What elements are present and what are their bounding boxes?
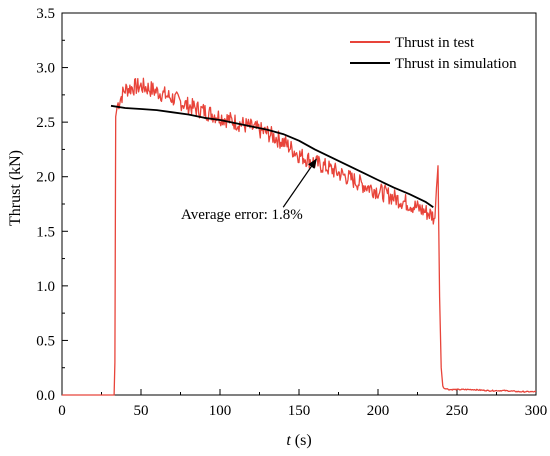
y-tick-label: 0.0 [36, 388, 55, 404]
y-tick-label: 0.5 [36, 333, 55, 349]
y-tick-label: 1.5 [36, 224, 55, 240]
x-tick-label: 300 [525, 403, 548, 419]
x-axis-title: t (s) [286, 432, 311, 449]
y-tick-label: 2.5 [36, 115, 55, 131]
x-tick-label: 0 [58, 403, 66, 419]
y-tick-label: 2.0 [36, 170, 55, 186]
legend: Thrust in test Thrust in simulation [350, 35, 517, 72]
x-tick-label: 50 [134, 403, 149, 419]
y-tick-label: 3.0 [36, 61, 55, 77]
series-line-simulation [110, 104, 434, 209]
x-tick-label: 100 [209, 403, 232, 419]
annotation-layer: Average error: 1.8% [181, 158, 317, 223]
legend-label-simulation: Thrust in simulation [395, 56, 517, 72]
y-tick-label: 3.5 [36, 6, 55, 22]
y-axis-title: Thrust (kN) [7, 150, 24, 226]
axes: 0 50 100 150 200 250 300 0.0 0.5 1.0 1.5 2.0 2.5 3.0 3… [36, 6, 547, 419]
x-tick-label: 200 [367, 403, 390, 419]
series-layer [62, 77, 537, 396]
annotation-text: Average error: 1.8% [181, 207, 303, 223]
x-tick-label: 250 [446, 403, 469, 419]
x-tick-label: 150 [288, 403, 311, 419]
y-tick-label: 1.0 [36, 279, 55, 295]
series-line-test [62, 77, 537, 396]
annotation-arrow [282, 158, 317, 208]
legend-label-test: Thrust in test [395, 35, 475, 51]
